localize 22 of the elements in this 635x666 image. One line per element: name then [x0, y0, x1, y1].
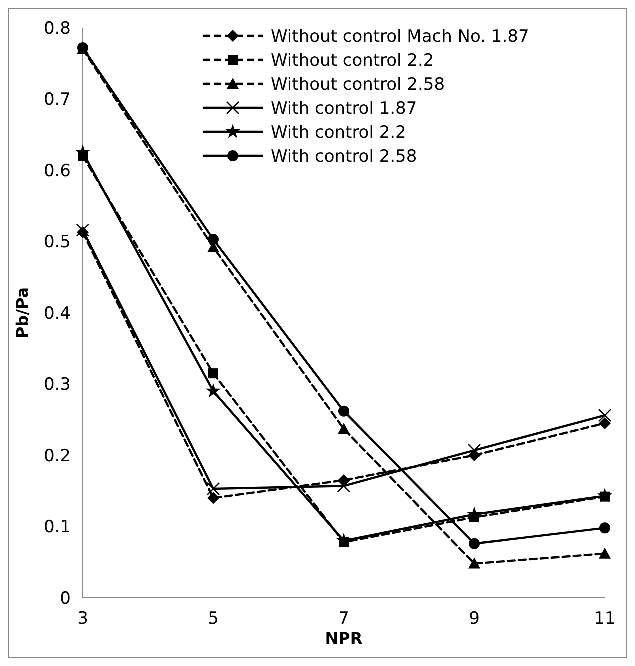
x-tick-label: 3: [78, 609, 88, 629]
x-tick-label: 5: [208, 609, 219, 629]
legend-label: Without control Mach No. 1.87: [271, 26, 530, 47]
y-axis-title: Pb/Pa: [13, 287, 32, 339]
y-tick-label: 0.4: [44, 304, 71, 324]
x-tick-label: 9: [469, 609, 480, 629]
x-axis-title: NPR: [325, 629, 363, 648]
legend-label: With control 2.2: [271, 122, 406, 143]
y-tick-label: 0.1: [44, 518, 71, 538]
y-tick-label: 0.3: [44, 375, 71, 396]
legend-label: Without control 2.58: [271, 74, 446, 95]
y-tick-label: 0: [60, 588, 71, 609]
legend-label: With control 2.58: [271, 146, 418, 167]
y-tick-label: 0.8: [44, 18, 71, 39]
y-tick-label: 0.2: [44, 446, 71, 466]
y-tick-label: 0.5: [44, 232, 71, 253]
legend-label: With control 1.87: [271, 98, 418, 119]
y-tick-label: 0.6: [44, 161, 71, 182]
x-tick-label: 11: [594, 609, 616, 629]
legend-label: Without control 2.2: [271, 50, 434, 71]
y-tick-label: 0.7: [44, 90, 71, 110]
x-tick-label: 7: [338, 609, 350, 629]
